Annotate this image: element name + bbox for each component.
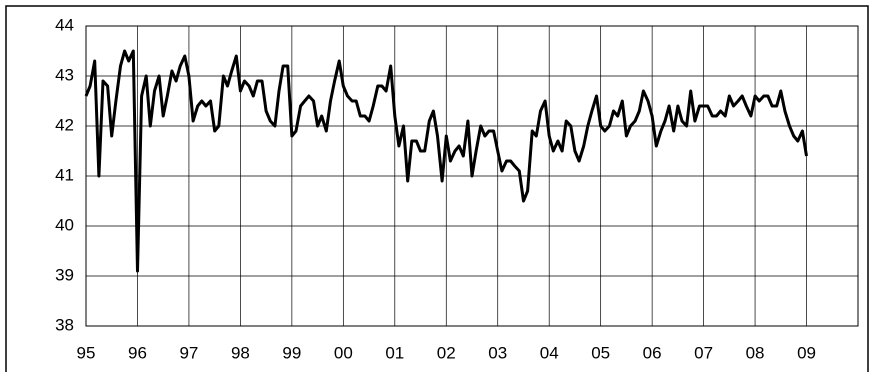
x-tick-label: 05 <box>591 343 610 362</box>
x-tick-label: 03 <box>488 343 507 362</box>
x-tick-label: 96 <box>128 343 147 362</box>
x-tick-label: 06 <box>643 343 662 362</box>
y-tick-label: 38 <box>55 315 74 334</box>
y-tick-label: 39 <box>55 265 74 284</box>
y-tick-label: 40 <box>55 215 74 234</box>
x-tick-label: 04 <box>540 343 559 362</box>
plot-area <box>85 25 859 327</box>
y-tick-label: 42 <box>55 115 74 134</box>
x-tick-label: 95 <box>77 343 96 362</box>
x-tick-label: 01 <box>385 343 404 362</box>
y-tick-label: 41 <box>55 165 74 184</box>
x-tick-label: 99 <box>282 343 301 362</box>
x-tick-label: 08 <box>746 343 765 362</box>
x-tick-label: 02 <box>437 343 456 362</box>
x-tick-label: 07 <box>694 343 713 362</box>
data-line <box>84 49 808 273</box>
y-tick-label: 44 <box>55 15 74 34</box>
x-tick-label: 97 <box>179 343 198 362</box>
y-tick-label: 43 <box>55 65 74 84</box>
x-tick-label: 00 <box>334 343 353 362</box>
frame <box>5 5 869 372</box>
x-tick-label: 98 <box>231 343 250 362</box>
x-tick-label: 09 <box>797 343 816 362</box>
